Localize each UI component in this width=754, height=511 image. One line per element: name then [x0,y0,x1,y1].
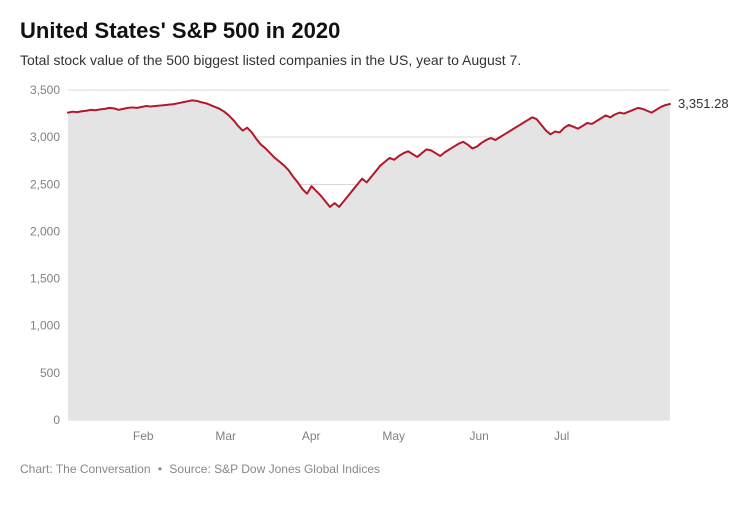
end-value-label: 3,351.28 [678,96,729,111]
footer-source: S&P Dow Jones Global Indices [214,462,380,476]
y-tick-label: 3,000 [30,130,60,144]
y-tick-label: 500 [40,366,60,380]
x-tick-label: Apr [302,429,321,443]
x-tick-label: May [382,429,405,443]
footer-source-prefix: Source: [169,462,210,476]
x-tick-label: Feb [133,429,154,443]
y-tick-label: 1,500 [30,272,60,286]
y-tick-label: 2,500 [30,177,60,191]
y-tick-label: 2,000 [30,224,60,238]
area-chart: 0 500 1,000 1,500 2,000 2,500 3,000 3,500 Feb Mar… [20,82,734,452]
footer-chart-prefix: Chart: [20,462,53,476]
chart-footer: Chart: The Conversation • Source: S&P Do… [20,462,734,476]
footer-separator: • [158,462,162,476]
chart-svg: 0 500 1,000 1,500 2,000 2,500 3,000 3,500 Feb Mar… [20,82,734,452]
y-tick-label: 3,500 [30,83,60,97]
x-tick-label: Jul [554,429,569,443]
x-tick-label: Mar [215,429,236,443]
footer-chart-by: The Conversation [56,462,151,476]
y-tick-label: 0 [53,413,60,427]
chart-subtitle: Total stock value of the 500 biggest lis… [20,52,734,68]
chart-title: United States' S&P 500 in 2020 [20,18,734,44]
area-fill [68,100,670,420]
y-tick-label: 1,000 [30,319,60,333]
x-tick-label: Jun [469,429,488,443]
